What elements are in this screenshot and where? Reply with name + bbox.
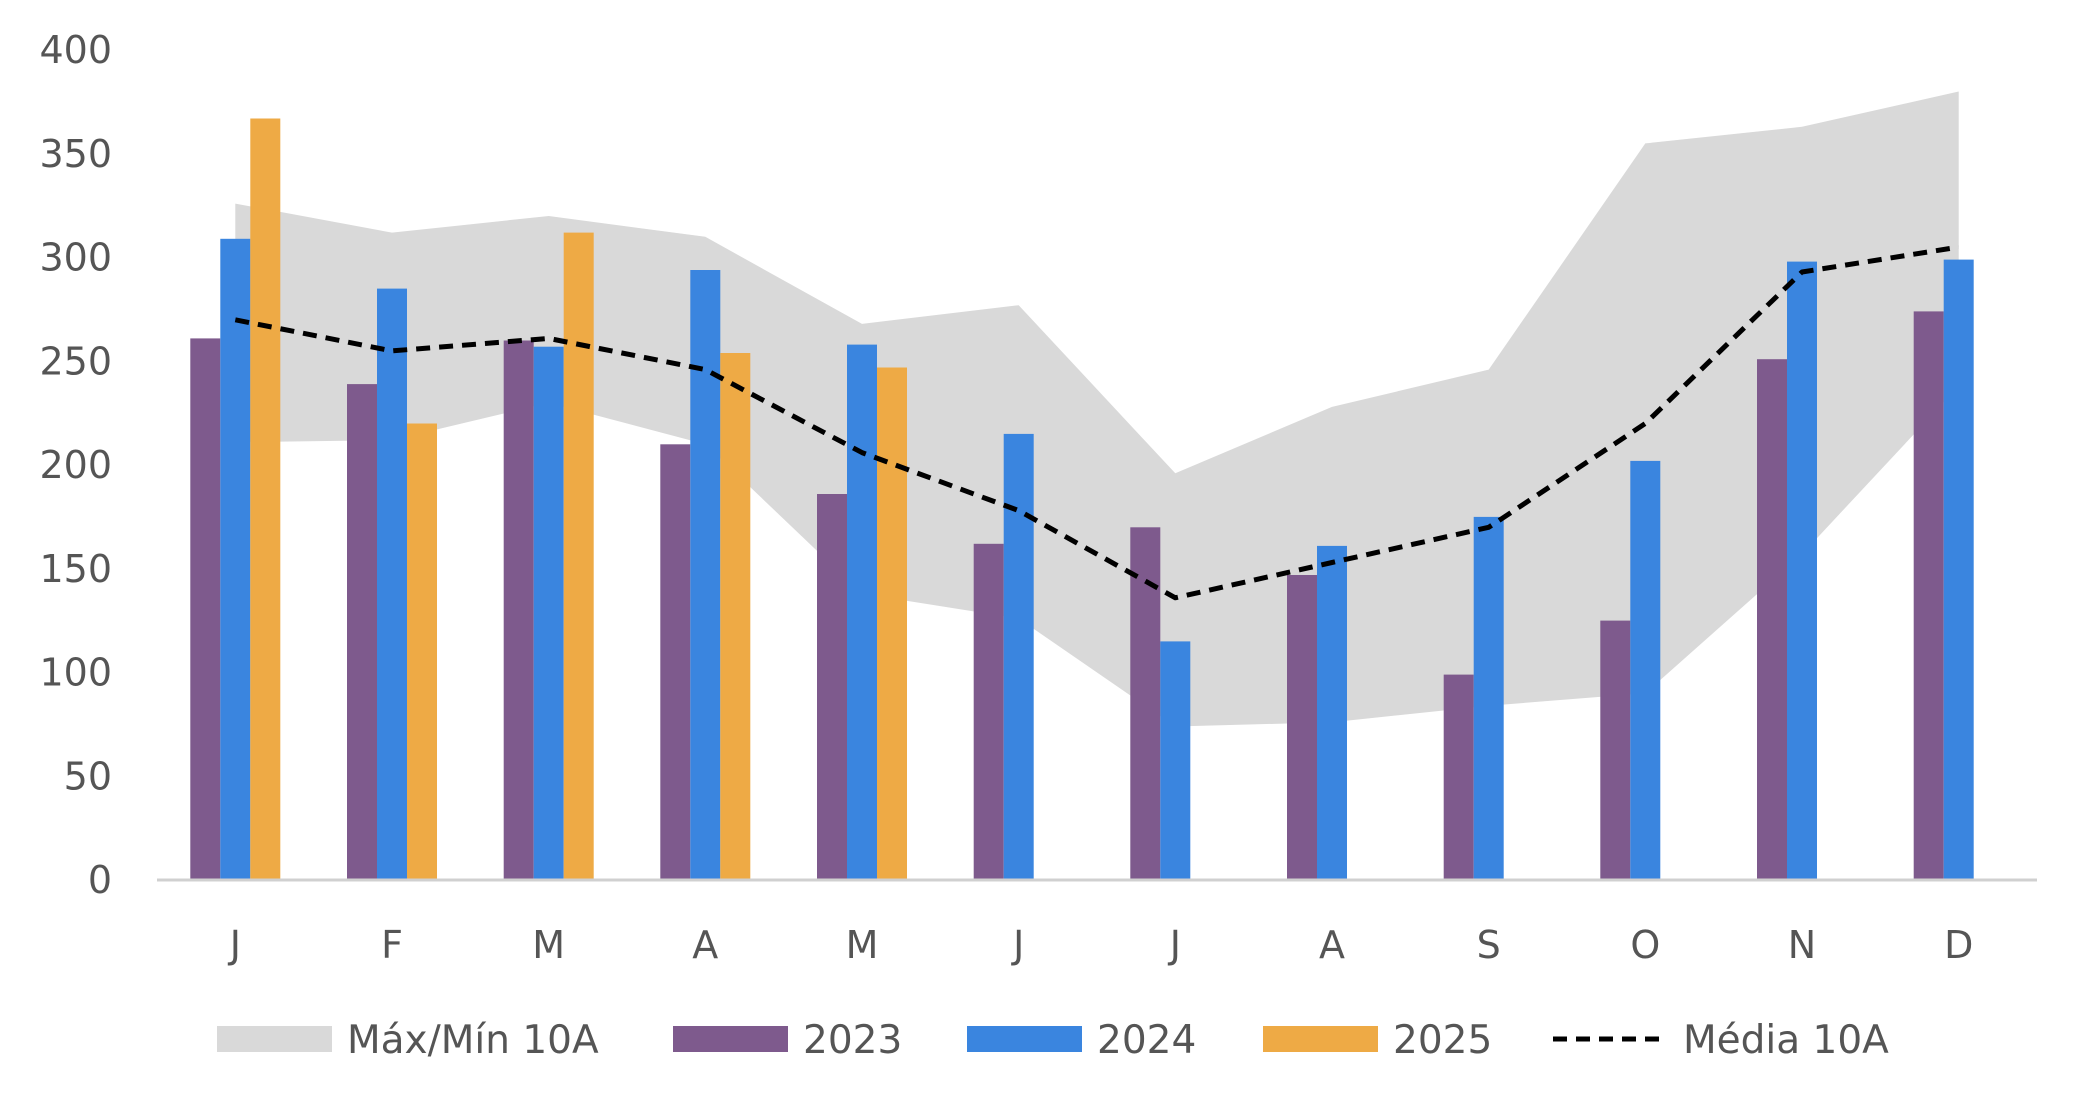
bar-2023-5 [973, 543, 1004, 880]
x-tick-label: S [1477, 923, 1501, 967]
y-tick-label: 250 [39, 339, 112, 383]
bar-2023-1 [347, 384, 377, 880]
x-tick-label: F [381, 923, 403, 967]
legend-2024-label: 2024 [1097, 1018, 1196, 1063]
average-line-media-10a [234, 244, 1960, 601]
x-tick-label: D [1944, 923, 1973, 967]
bar-2024-0 [220, 238, 251, 881]
bar-2023-8 [1443, 674, 1474, 880]
y-tick-label: 200 [39, 443, 112, 487]
axes-layer: 0 50 100 150 200 250 300 350 400 J F M A M J J A S O N D [39, 28, 2037, 967]
bar-2023-6 [1130, 527, 1161, 881]
max-min-band-layer [235, 91, 1959, 727]
bar-2024-10 [1787, 261, 1817, 881]
x-tick-label: M [532, 923, 565, 967]
y-tick-label: 400 [39, 28, 112, 72]
bar-2024-11 [1943, 259, 1974, 881]
bar-2025-3 [720, 353, 751, 880]
legend-max-min-label: Máx/Mín 10A [347, 1018, 599, 1063]
bar-2024-7 [1317, 545, 1347, 880]
x-tick-label: J [228, 923, 241, 967]
bar-2024-3 [690, 270, 721, 880]
y-tick-label: 50 [64, 754, 112, 798]
bar-2025-1 [407, 423, 437, 880]
legend-media-10a-label: Média 10A [1683, 1018, 1889, 1063]
bar-2025-0 [250, 118, 281, 880]
bar-2024-6 [1160, 641, 1191, 880]
max-min-band [235, 91, 1959, 727]
average-line-layer [234, 244, 1960, 601]
legend-2024-swatch [967, 1026, 1082, 1052]
bar-2023-2 [503, 340, 534, 880]
bar-2025-4 [877, 367, 907, 880]
x-tick-label: J [1168, 923, 1181, 967]
bar-2024-2 [533, 346, 564, 880]
y-tick-label: 300 [39, 236, 112, 280]
bar-2024-8 [1473, 516, 1504, 880]
legend: Máx/Mín 10A 2023 2024 2025 Média 10A [217, 1018, 1889, 1063]
bar-2023-3 [660, 444, 691, 881]
legend-2023-swatch [673, 1026, 788, 1052]
bar-2023-7 [1287, 575, 1317, 880]
bar-2024-1 [377, 288, 407, 881]
x-tick-label: A [692, 923, 718, 967]
bar-2023-10 [1757, 359, 1787, 880]
bar-2024-9 [1630, 460, 1661, 880]
bar-2023-11 [1913, 311, 1944, 880]
bar-2024-4 [847, 344, 877, 881]
y-tick-label: 350 [39, 132, 112, 176]
x-tick-label: M [846, 923, 879, 967]
x-tick-label: A [1319, 923, 1345, 967]
y-tick-label: 100 [39, 651, 112, 695]
x-tick-label: J [1011, 923, 1024, 967]
bar-2024-5 [1003, 433, 1034, 880]
y-tick-label: 150 [39, 547, 112, 591]
bar-2023-0 [190, 338, 221, 880]
bar-2025-2 [563, 232, 594, 881]
y-tick-label: 0 [88, 858, 112, 902]
bar-2023-9 [1600, 620, 1631, 880]
legend-2023-label: 2023 [803, 1018, 902, 1063]
legend-2025-swatch [1263, 1026, 1378, 1052]
bar-2023-4 [817, 494, 847, 880]
legend-2025-label: 2025 [1393, 1018, 1492, 1063]
legend-max-min-swatch [217, 1026, 332, 1052]
x-tick-label: N [1788, 923, 1816, 967]
x-tick-label: O [1630, 923, 1660, 967]
bars-layer [190, 118, 1974, 881]
